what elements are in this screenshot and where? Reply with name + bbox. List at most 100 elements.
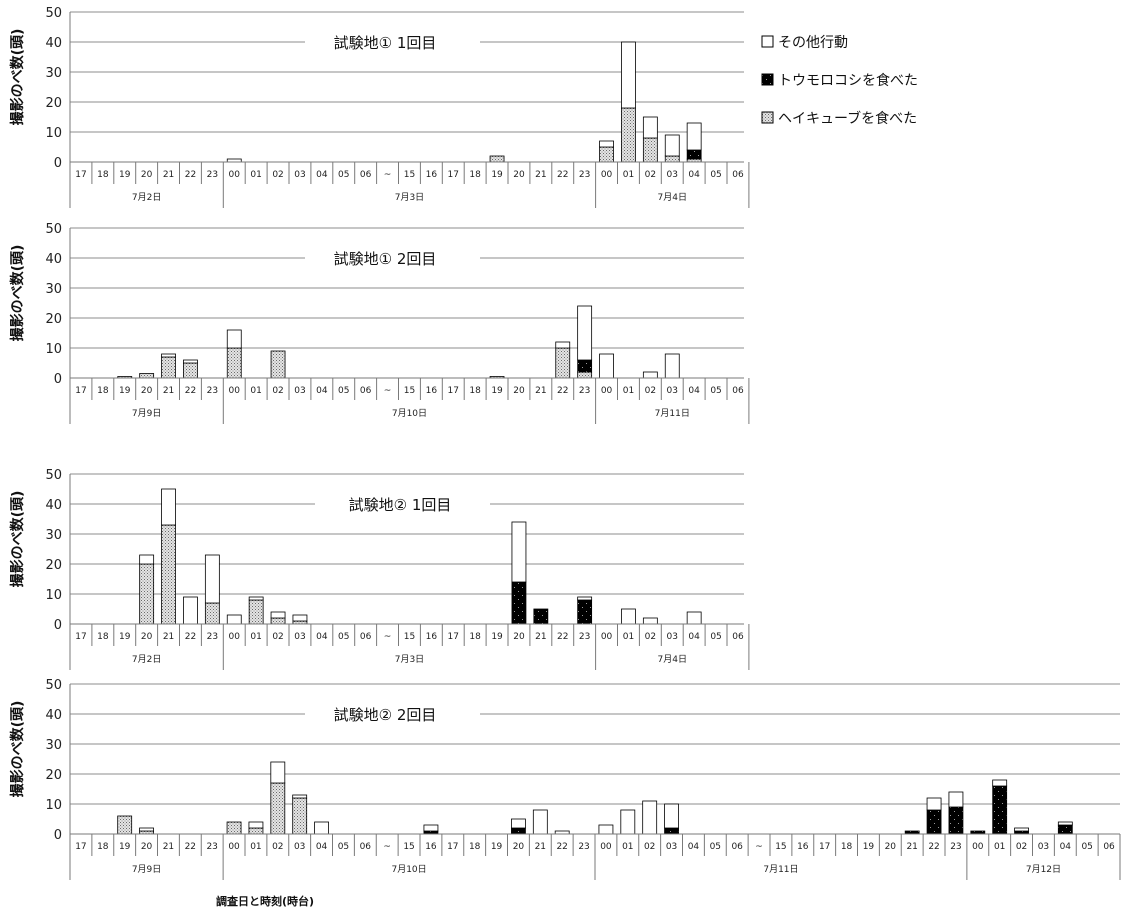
chart-title: 試験地② 2回目 <box>334 706 437 724</box>
x-tick-label: 21 <box>535 632 546 642</box>
bar-segment-hay <box>117 815 133 835</box>
x-tick-label: 19 <box>491 170 503 180</box>
x-tick-label: 17 <box>448 632 459 642</box>
x-tick-label: 01 <box>250 632 261 642</box>
bar-segment-other <box>161 488 176 526</box>
x-tick-label: 16 <box>426 632 438 642</box>
x-tick-label: 04 <box>688 386 700 396</box>
chart-title: 試験地② 1回目 <box>349 496 452 514</box>
x-tick-label: 06 <box>732 170 744 180</box>
x-tick-label: 05 <box>338 632 349 642</box>
x-tick-label: 04 <box>688 842 700 852</box>
bar-segment-other <box>664 353 680 379</box>
x-tick-label: 01 <box>250 170 261 180</box>
bar-segment-other <box>577 305 593 361</box>
x-tick-label: 23 <box>207 386 218 396</box>
x-tick-label: 00 <box>600 842 612 852</box>
x-tick-label: 00 <box>601 386 613 396</box>
bar-segment-other <box>292 794 308 799</box>
legend-swatch-corn <box>761 73 774 86</box>
date-group-label: 7月10日 <box>391 864 426 875</box>
bar-segment-corn <box>511 581 527 625</box>
bar-segment-hay <box>248 599 264 625</box>
x-tick-label: 23 <box>579 170 590 180</box>
x-tick-label: 19 <box>119 170 131 180</box>
y-tick-label: 40 <box>45 498 62 513</box>
bar-segment-other <box>621 608 636 625</box>
x-tick-label: 01 <box>623 170 634 180</box>
x-tick-label: 04 <box>688 170 700 180</box>
chart-title: 試験地① 1回目 <box>334 34 437 52</box>
bar-segment-hay <box>270 617 286 625</box>
bar-segment-other <box>686 122 702 151</box>
x-tick-label: 19 <box>119 632 131 642</box>
y-tick-label: 40 <box>45 36 62 51</box>
bar-segment-hay <box>204 602 220 625</box>
x-tick-label: 17 <box>819 842 830 852</box>
x-tick-label: 21 <box>163 632 174 642</box>
x-tick-label: 22 <box>556 842 567 852</box>
bar-segment-other <box>161 353 176 358</box>
y-tick-label: 0 <box>54 618 62 633</box>
bar-segment-other <box>620 809 636 835</box>
x-tick-label: 22 <box>185 386 196 396</box>
bar-segment-other <box>642 371 658 379</box>
x-tick-label: 04 <box>316 386 328 396</box>
y-tick-label: 50 <box>45 222 62 237</box>
x-tick-label: 03 <box>294 386 305 396</box>
legend-swatch-other <box>761 35 774 48</box>
x-tick-label: 02 <box>1016 842 1027 852</box>
x-tick-label: 22 <box>557 386 568 396</box>
x-tick-label: 06 <box>732 632 744 642</box>
x-tick-label: 05 <box>710 386 721 396</box>
y-tick-label: 30 <box>45 282 62 297</box>
y-tick-label: 40 <box>45 708 62 723</box>
x-tick-label: 22 <box>928 842 939 852</box>
bar-segment-hay <box>139 563 155 625</box>
date-group-label: 7月3日 <box>395 654 424 665</box>
date-group-label: 7月11日 <box>655 408 690 419</box>
x-tick-label: 06 <box>360 632 372 642</box>
x-tick-label: 06 <box>360 386 372 396</box>
y-tick-label: 20 <box>45 558 62 573</box>
x-tick-label: 19 <box>119 386 131 396</box>
x-tick-label: 02 <box>272 842 283 852</box>
bar-segment-corn <box>577 359 593 373</box>
x-tick-label: 04 <box>688 632 700 642</box>
x-tick-label: 15 <box>775 842 786 852</box>
x-tick-label: 03 <box>294 842 305 852</box>
bar-segment-other <box>314 821 329 835</box>
bar-segment-corn <box>664 827 679 835</box>
bar-segment-other <box>621 41 636 109</box>
bar-segment-other <box>686 611 702 625</box>
bar-segment-corn <box>577 599 593 625</box>
bar-segment-other <box>248 821 264 829</box>
bar-segment-hay <box>489 155 505 163</box>
x-tick-label: 00 <box>228 842 240 852</box>
x-tick-label: ~ <box>384 632 392 642</box>
y-tick-label: 30 <box>45 66 62 81</box>
x-tick-label: 22 <box>185 842 196 852</box>
x-tick-label: 17 <box>75 842 86 852</box>
x-tick-label: 03 <box>294 170 305 180</box>
bar-segment-other <box>139 827 154 832</box>
x-tick-label: 02 <box>645 170 656 180</box>
date-group-label: 7月2日 <box>132 192 161 203</box>
y-tick-label: 50 <box>45 678 62 693</box>
bar-segment-other <box>292 614 308 622</box>
x-tick-label: 19 <box>491 842 503 852</box>
bar-segment-hay <box>161 356 176 379</box>
bar-segment-corn <box>686 149 702 160</box>
x-tick-label: 05 <box>1081 842 1092 852</box>
date-group-label: 7月9日 <box>132 864 161 875</box>
bar-segment-corn <box>992 785 1008 835</box>
y-tick-label: 10 <box>45 342 62 357</box>
x-tick-label: 00 <box>972 842 984 852</box>
x-tick-label: 17 <box>447 842 458 852</box>
y-tick-label: 10 <box>45 588 62 603</box>
date-group-label: 7月9日 <box>132 408 161 419</box>
x-tick-label: 06 <box>731 842 743 852</box>
bar-segment-other <box>664 803 679 829</box>
